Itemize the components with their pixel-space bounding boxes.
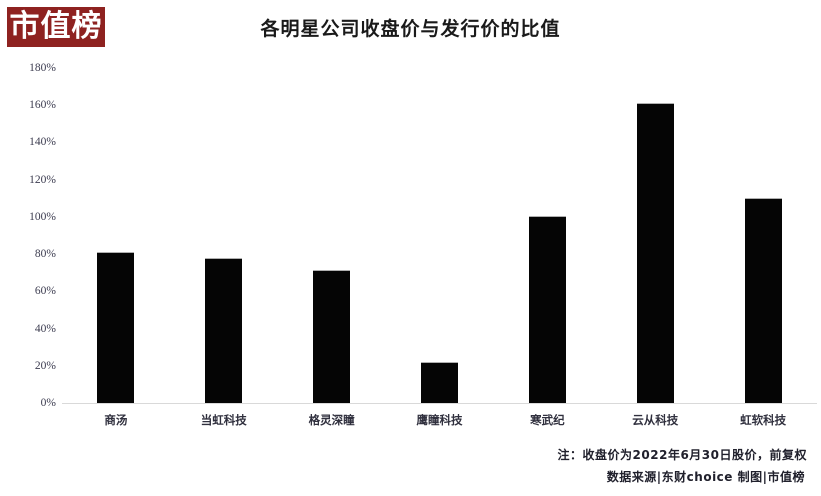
y-axis-tick: 0% <box>40 397 56 409</box>
bar-slot <box>62 68 170 403</box>
bar-series <box>62 68 817 403</box>
x-axis-tick: 鹰瞳科技 <box>416 413 463 427</box>
brand-logo: 市值榜 <box>7 7 105 47</box>
page-title: 各明星公司收盘价与发行价的比值 <box>260 18 561 40</box>
bar <box>636 103 674 403</box>
x-axis-tick: 商汤 <box>104 413 128 427</box>
y-axis-tick: 160% <box>29 99 56 111</box>
y-axis-tick: 40% <box>34 323 56 335</box>
x-axis-line <box>62 403 817 404</box>
x-axis-labels: 商汤 当虹科技 格灵深瞳 鹰瞳科技 寒武纪 云从科技 虹软科技 <box>62 412 817 428</box>
x-axis-tick: 虹软科技 <box>740 413 787 427</box>
y-axis-tick: 80% <box>34 248 56 260</box>
y-axis-labels: 180% 160% 140% 120% 100% 80% 60% 40% 20%… <box>0 0 56 496</box>
bar-slot <box>601 68 709 403</box>
y-axis-tick: 100% <box>29 211 56 223</box>
y-axis-tick: 180% <box>29 62 56 74</box>
y-axis-tick: 140% <box>29 136 56 148</box>
bar <box>744 198 782 403</box>
bar-slot <box>278 68 386 403</box>
footnote-price-note: 注：收盘价为2022年6月30日股价，前复权 <box>557 448 807 462</box>
bar-slot <box>709 68 817 403</box>
plot-area <box>62 68 817 404</box>
bar <box>313 269 351 403</box>
bar <box>97 252 135 403</box>
bar <box>205 257 243 403</box>
bar-slot <box>170 68 278 403</box>
footnote-source: 数据来源|东财choice 制图|市值榜 <box>606 470 805 484</box>
bar-slot <box>386 68 494 403</box>
y-axis-tick: 60% <box>34 285 56 297</box>
bar-slot <box>493 68 601 403</box>
y-axis-tick: 120% <box>29 174 56 186</box>
bar <box>528 215 566 403</box>
footnotes: 注：收盘价为2022年6月30日股价，前复权 数据来源|东财choice 制图|… <box>407 444 807 488</box>
x-axis-tick: 当虹科技 <box>200 413 247 427</box>
x-axis-tick: 格灵深瞳 <box>308 413 355 427</box>
y-axis-tick: 20% <box>34 360 56 372</box>
bar <box>421 362 458 403</box>
x-axis-tick: 寒武纪 <box>530 413 565 427</box>
brand-logo-text: 市值榜 <box>9 9 103 44</box>
x-axis-tick: 云从科技 <box>632 413 679 427</box>
